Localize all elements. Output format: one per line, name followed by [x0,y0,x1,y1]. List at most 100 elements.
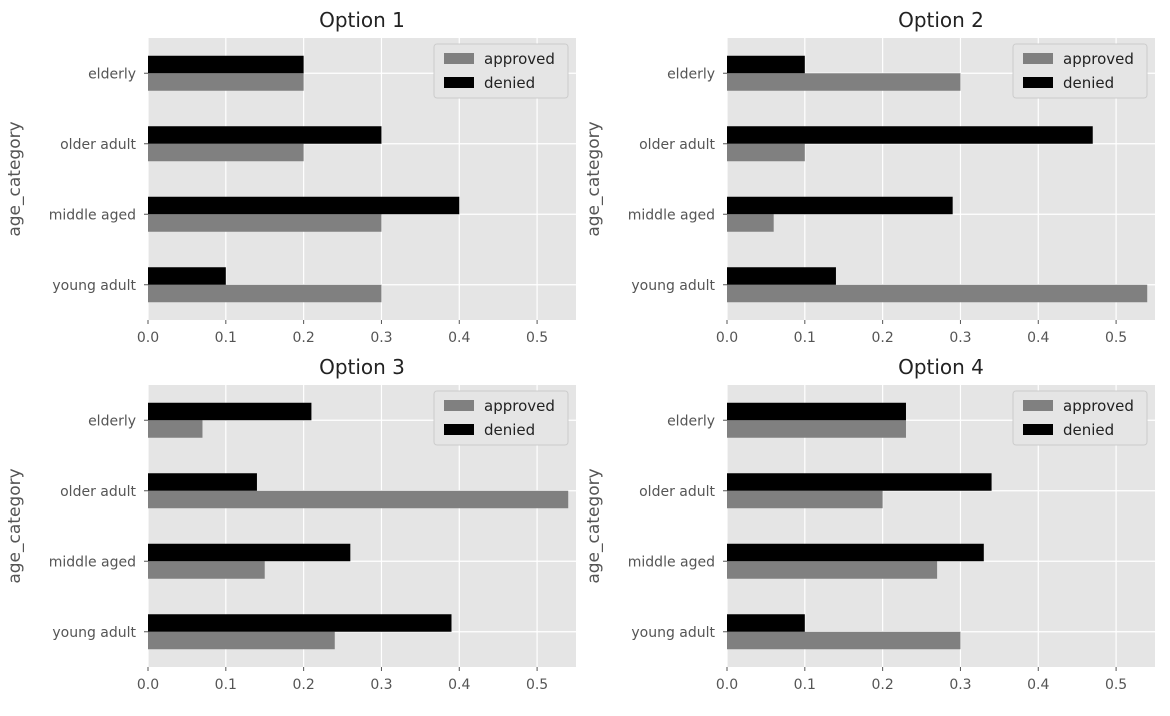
bar-approved-young-adult [148,284,382,303]
bar-approved-middle-aged [727,214,774,232]
y-axis-label: age_category [5,468,25,583]
bar-approved-older-adult [148,143,304,162]
legend: approved denied [433,43,569,99]
bar-approved-older-adult [148,490,569,509]
bar-denied-middle-aged [727,543,984,562]
legend-swatch-denied [444,424,474,435]
bar-approved-elderly [148,420,203,438]
x-tick-label: 0.5 [1105,677,1127,693]
bar-denied-elderly [727,55,805,74]
y-tick-label: elderly [88,413,136,429]
x-tick-label: 0.3 [949,677,971,693]
bar-denied-older-adult [148,126,382,144]
y-tick-label: young adult [52,625,136,641]
bar-denied-young-adult [148,614,452,632]
x-tick-label: 0.1 [794,677,816,693]
chart-panel-1: 0.0 0.1 0.2 0.3 0.4 0.5 young adult middle aged… [5,8,576,346]
x-tick-label: 0.4 [448,330,470,346]
y-tick-label: middle aged [49,554,136,570]
legend-swatch-approved [1023,400,1053,411]
legend-swatch-denied [1023,77,1053,88]
y-tick-label: middle aged [628,554,715,570]
y-tick-label: elderly [667,66,715,82]
y-tick-label: young adult [631,278,715,294]
y-tick-label: older adult [60,137,136,153]
legend-label-approved: approved [1063,397,1134,415]
y-tick-label: middle aged [49,207,136,223]
x-tick-label: 0.5 [526,330,548,346]
x-tick-label: 0.4 [1027,330,1049,346]
y-axis-label: age_category [584,468,604,583]
legend-swatch-approved [1023,53,1053,64]
x-tick-label: 0.4 [1027,677,1049,693]
bar-denied-elderly [148,402,312,421]
x-tick-label: 0.1 [215,330,237,346]
panel-title: Option 2 [898,8,984,32]
legend-label-approved: approved [484,397,555,415]
y-tick-label: elderly [667,413,715,429]
y-tick-label: older adult [60,484,136,500]
legend: approved denied [1012,390,1148,446]
bar-approved-older-adult [727,490,883,509]
legend-swatch-denied [444,77,474,88]
x-tick-label: 0.1 [794,330,816,346]
bar-denied-middle-aged [727,196,953,215]
bar-approved-elderly [727,73,961,91]
legend: approved denied [433,390,569,446]
legend-swatch-approved [444,400,474,411]
bar-approved-young-adult [148,631,335,650]
bar-denied-middle-aged [148,196,460,215]
y-tick-label: elderly [88,66,136,82]
bar-approved-middle-aged [148,561,265,579]
panel-title: Option 4 [898,355,984,379]
bar-approved-elderly [727,420,906,438]
bar-denied-older-adult [727,126,1093,144]
x-tick-label: 0.0 [716,677,738,693]
bar-approved-middle-aged [148,214,382,232]
x-tick-label: 0.0 [137,330,159,346]
legend-label-approved: approved [1063,50,1134,68]
panel-title: Option 1 [319,8,405,32]
bar-denied-young-adult [727,267,836,285]
chart-panel-3: 0.0 0.1 0.2 0.3 0.4 0.5 young adult middle aged… [5,355,576,693]
legend-label-denied: denied [484,74,535,92]
x-tick-label: 0.0 [716,330,738,346]
x-tick-label: 0.2 [872,677,894,693]
panel-title: Option 3 [319,355,405,379]
bar-approved-young-adult [727,631,961,650]
x-tick-label: 0.5 [526,677,548,693]
bar-denied-elderly [148,55,304,74]
bar-denied-elderly [727,402,906,421]
y-axis-label: age_category [5,121,25,236]
y-tick-label: middle aged [628,207,715,223]
x-tick-label: 0.3 [370,677,392,693]
bar-approved-young-adult [727,284,1148,303]
chart-panel-2: 0.0 0.1 0.2 0.3 0.4 0.5 young adult middle aged… [584,8,1155,346]
bar-approved-elderly [148,73,304,91]
bar-approved-older-adult [727,143,805,162]
x-tick-label: 0.3 [370,330,392,346]
legend-label-denied: denied [1063,421,1114,439]
bar-denied-young-adult [727,614,805,632]
y-axis-label: age_category [584,121,604,236]
chart-panel-4: 0.0 0.1 0.2 0.3 0.4 0.5 young adult middle aged… [584,355,1155,693]
y-tick-label: young adult [631,625,715,641]
bar-denied-older-adult [727,473,992,491]
legend: approved denied [1012,43,1148,99]
y-tick-label: older adult [639,484,715,500]
x-tick-label: 0.2 [293,330,315,346]
legend-label-approved: approved [484,50,555,68]
bar-denied-middle-aged [148,543,351,562]
legend-label-denied: denied [484,421,535,439]
y-tick-label: older adult [639,137,715,153]
x-tick-label: 0.2 [872,330,894,346]
bar-approved-middle-aged [727,561,938,579]
x-tick-label: 0.0 [137,677,159,693]
x-tick-label: 0.4 [448,677,470,693]
x-tick-label: 0.2 [293,677,315,693]
x-tick-label: 0.5 [1105,330,1127,346]
bar-denied-older-adult [148,473,257,491]
x-tick-label: 0.3 [949,330,971,346]
legend-swatch-denied [1023,424,1053,435]
